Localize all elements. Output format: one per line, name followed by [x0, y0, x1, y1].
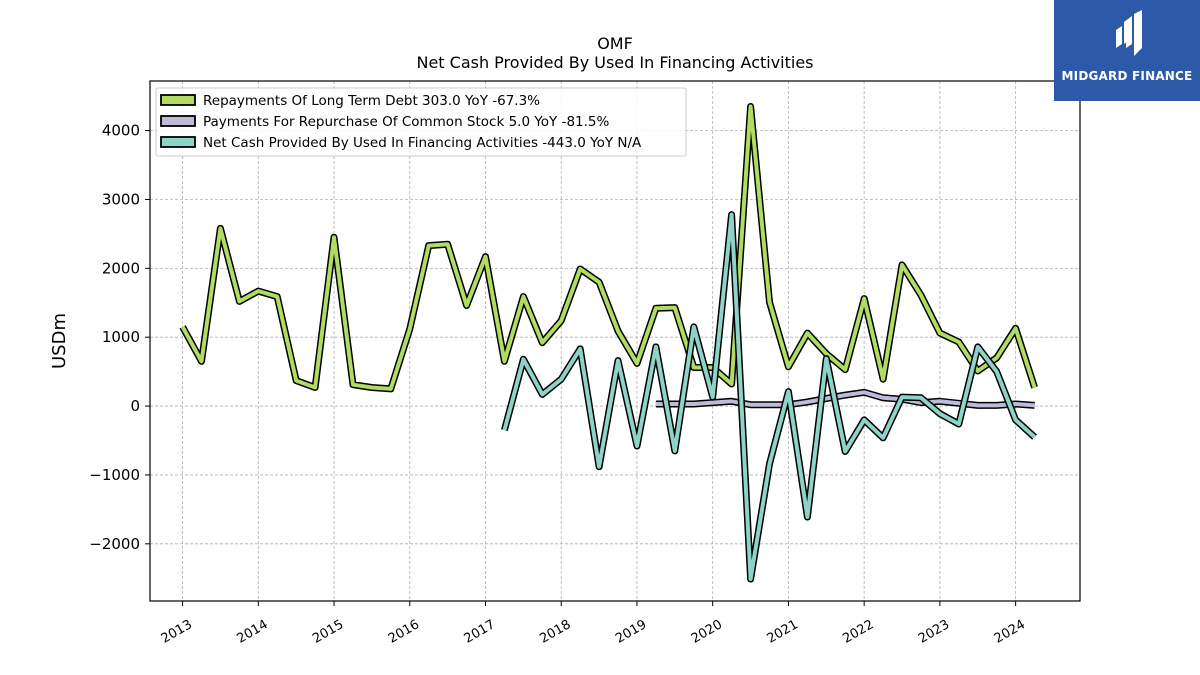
x-tick-label: 2024 — [992, 617, 1028, 647]
series-line — [655, 390, 1035, 408]
x-tick-label: 2023 — [916, 617, 952, 647]
series-1 — [655, 388, 1035, 409]
y-tick-label: −1000 — [89, 466, 140, 484]
y-tick-label: 3000 — [102, 190, 140, 208]
chart-title: OMF — [597, 34, 633, 53]
x-tick-label: 2018 — [537, 617, 573, 647]
x-tick-label: 2013 — [159, 617, 195, 647]
x-tick-label: 2020 — [689, 617, 725, 647]
legend-swatch — [160, 115, 196, 127]
legend: Repayments Of Long Term Debt 303.0 YoY -… — [155, 87, 687, 157]
grid — [150, 81, 1080, 601]
legend-label: Net Cash Provided By Used In Financing A… — [203, 135, 642, 151]
y-axis-label: USDm — [49, 313, 70, 369]
chart-subtitle: Net Cash Provided By Used In Financing A… — [416, 53, 813, 72]
y-tick-label: 2000 — [102, 259, 140, 277]
x-tick-label: 2019 — [613, 617, 649, 647]
x-tick-label: 2016 — [386, 617, 422, 647]
y-tick-label: 4000 — [102, 122, 140, 140]
x-tick-label: 2022 — [840, 617, 876, 647]
y-tick-label: 1000 — [102, 328, 140, 346]
legend-swatch — [160, 94, 196, 106]
series-lines — [179, 103, 1038, 583]
y-tick-label: 0 — [130, 397, 140, 415]
legend-box — [155, 87, 687, 157]
legend-label: Payments For Repurchase Of Common Stock … — [203, 114, 610, 130]
x-tick-label: 2017 — [462, 617, 498, 647]
series-line — [180, 104, 1037, 391]
brand-mark-icon — [1116, 10, 1142, 56]
series-0 — [179, 103, 1038, 393]
x-tick-label: 2014 — [234, 617, 270, 647]
x-tick-label: 2015 — [310, 617, 346, 647]
brand-name: MIDGARD FINANCE — [1061, 69, 1193, 83]
series-line — [502, 212, 1036, 581]
legend-swatch — [160, 136, 196, 148]
x-tick-label: 2021 — [765, 617, 801, 647]
brand-logo: MIDGARD FINANCE — [1054, 0, 1200, 101]
y-tick-label: −2000 — [89, 535, 140, 553]
series-2 — [501, 211, 1037, 583]
legend-label: Repayments Of Long Term Debt 303.0 YoY -… — [203, 93, 540, 109]
plot-frame — [149, 80, 1081, 602]
